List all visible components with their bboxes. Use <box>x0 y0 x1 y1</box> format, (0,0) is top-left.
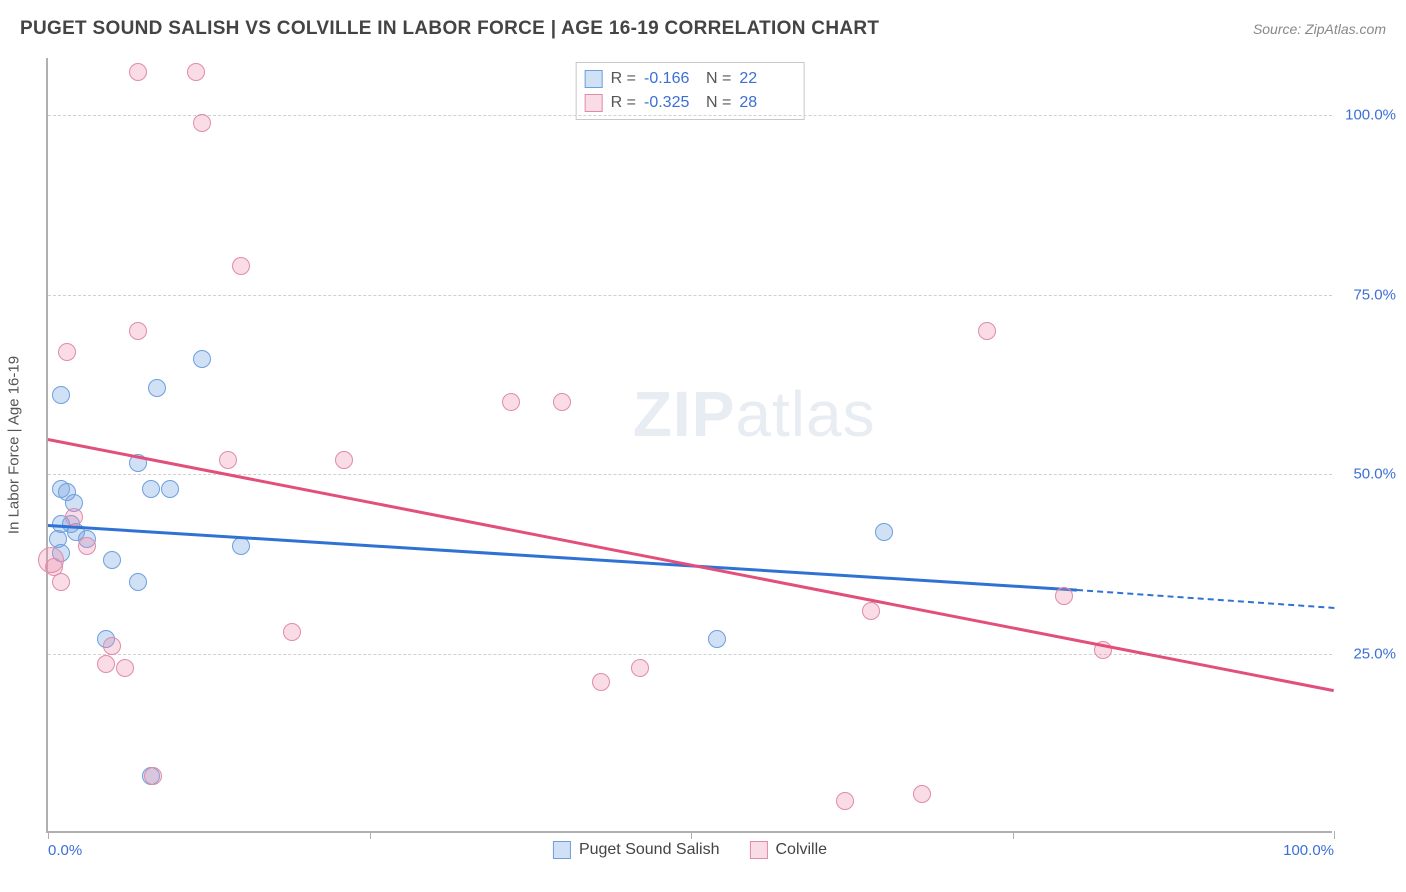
data-point <box>592 673 610 691</box>
data-point <box>219 451 237 469</box>
data-point <box>553 393 571 411</box>
data-point <box>708 630 726 648</box>
data-point <box>97 655 115 673</box>
data-point <box>232 537 250 555</box>
x-tick <box>370 831 371 839</box>
data-point <box>978 322 996 340</box>
watermark: ZIPatlas <box>633 377 876 451</box>
n-value: 22 <box>739 67 793 91</box>
x-tick <box>1013 831 1014 839</box>
data-point <box>129 322 147 340</box>
data-point <box>913 785 931 803</box>
data-point <box>232 257 250 275</box>
y-tick-label: 50.0% <box>1338 466 1396 483</box>
series-swatch <box>553 841 571 859</box>
trend-line <box>48 524 1077 591</box>
data-point <box>58 343 76 361</box>
n-value: 28 <box>739 91 793 115</box>
r-label: R = <box>611 91 636 115</box>
x-tick <box>691 831 692 839</box>
chart-header: PUGET SOUND SALISH VS COLVILLE IN LABOR … <box>20 18 1386 40</box>
data-point <box>129 573 147 591</box>
data-point <box>52 573 70 591</box>
data-point <box>65 508 83 526</box>
trend-line-dashed <box>1077 589 1334 609</box>
data-point <box>116 659 134 677</box>
data-point <box>144 767 162 785</box>
n-label: N = <box>706 91 731 115</box>
y-tick-label: 75.0% <box>1338 286 1396 303</box>
series-swatch <box>585 94 603 112</box>
n-label: N = <box>706 67 731 91</box>
legend-label: Puget Sound Salish <box>579 841 720 859</box>
data-point <box>1055 587 1073 605</box>
y-tick-label: 25.0% <box>1338 645 1396 662</box>
data-point <box>283 623 301 641</box>
data-point <box>52 386 70 404</box>
legend-label: Colville <box>775 841 827 859</box>
data-point <box>103 637 121 655</box>
series-swatch <box>749 841 767 859</box>
r-label: R = <box>611 67 636 91</box>
data-point <box>187 63 205 81</box>
data-point <box>38 547 64 573</box>
series-legend: Puget Sound Salish Colville <box>553 841 827 859</box>
r-value: -0.325 <box>644 91 698 115</box>
data-point <box>875 523 893 541</box>
data-point <box>129 63 147 81</box>
data-point <box>103 551 121 569</box>
data-point <box>193 114 211 132</box>
watermark-zip: ZIP <box>633 378 736 450</box>
series-swatch <box>585 70 603 88</box>
data-point <box>193 350 211 368</box>
x-tick-label: 100.0% <box>1283 842 1334 859</box>
r-value: -0.166 <box>644 67 698 91</box>
source-label: Source: ZipAtlas.com <box>1253 21 1386 37</box>
stats-legend: R = -0.166 N = 22 R = -0.325 N = 28 <box>576 62 805 120</box>
x-tick <box>1334 831 1335 839</box>
chart-title: PUGET SOUND SALISH VS COLVILLE IN LABOR … <box>20 18 879 40</box>
data-point <box>836 792 854 810</box>
data-point <box>862 602 880 620</box>
legend-item: Puget Sound Salish <box>553 841 720 859</box>
legend-item: Colville <box>749 841 827 859</box>
x-tick <box>48 831 49 839</box>
data-point <box>78 537 96 555</box>
gridline <box>48 115 1332 116</box>
data-point <box>335 451 353 469</box>
data-point <box>631 659 649 677</box>
data-point <box>502 393 520 411</box>
watermark-atlas: atlas <box>735 378 875 450</box>
x-tick-label: 0.0% <box>48 842 82 859</box>
y-axis-title: In Labor Force | Age 16-19 <box>6 355 23 533</box>
y-tick-label: 100.0% <box>1338 107 1396 124</box>
gridline <box>48 295 1332 296</box>
stats-row: R = -0.325 N = 28 <box>585 91 794 115</box>
data-point <box>148 379 166 397</box>
plot-area: In Labor Force | Age 16-19 ZIPatlas R =-… <box>46 58 1332 833</box>
data-point <box>161 480 179 498</box>
data-point <box>142 480 160 498</box>
stats-row: R = -0.166 N = 22 <box>585 67 794 91</box>
